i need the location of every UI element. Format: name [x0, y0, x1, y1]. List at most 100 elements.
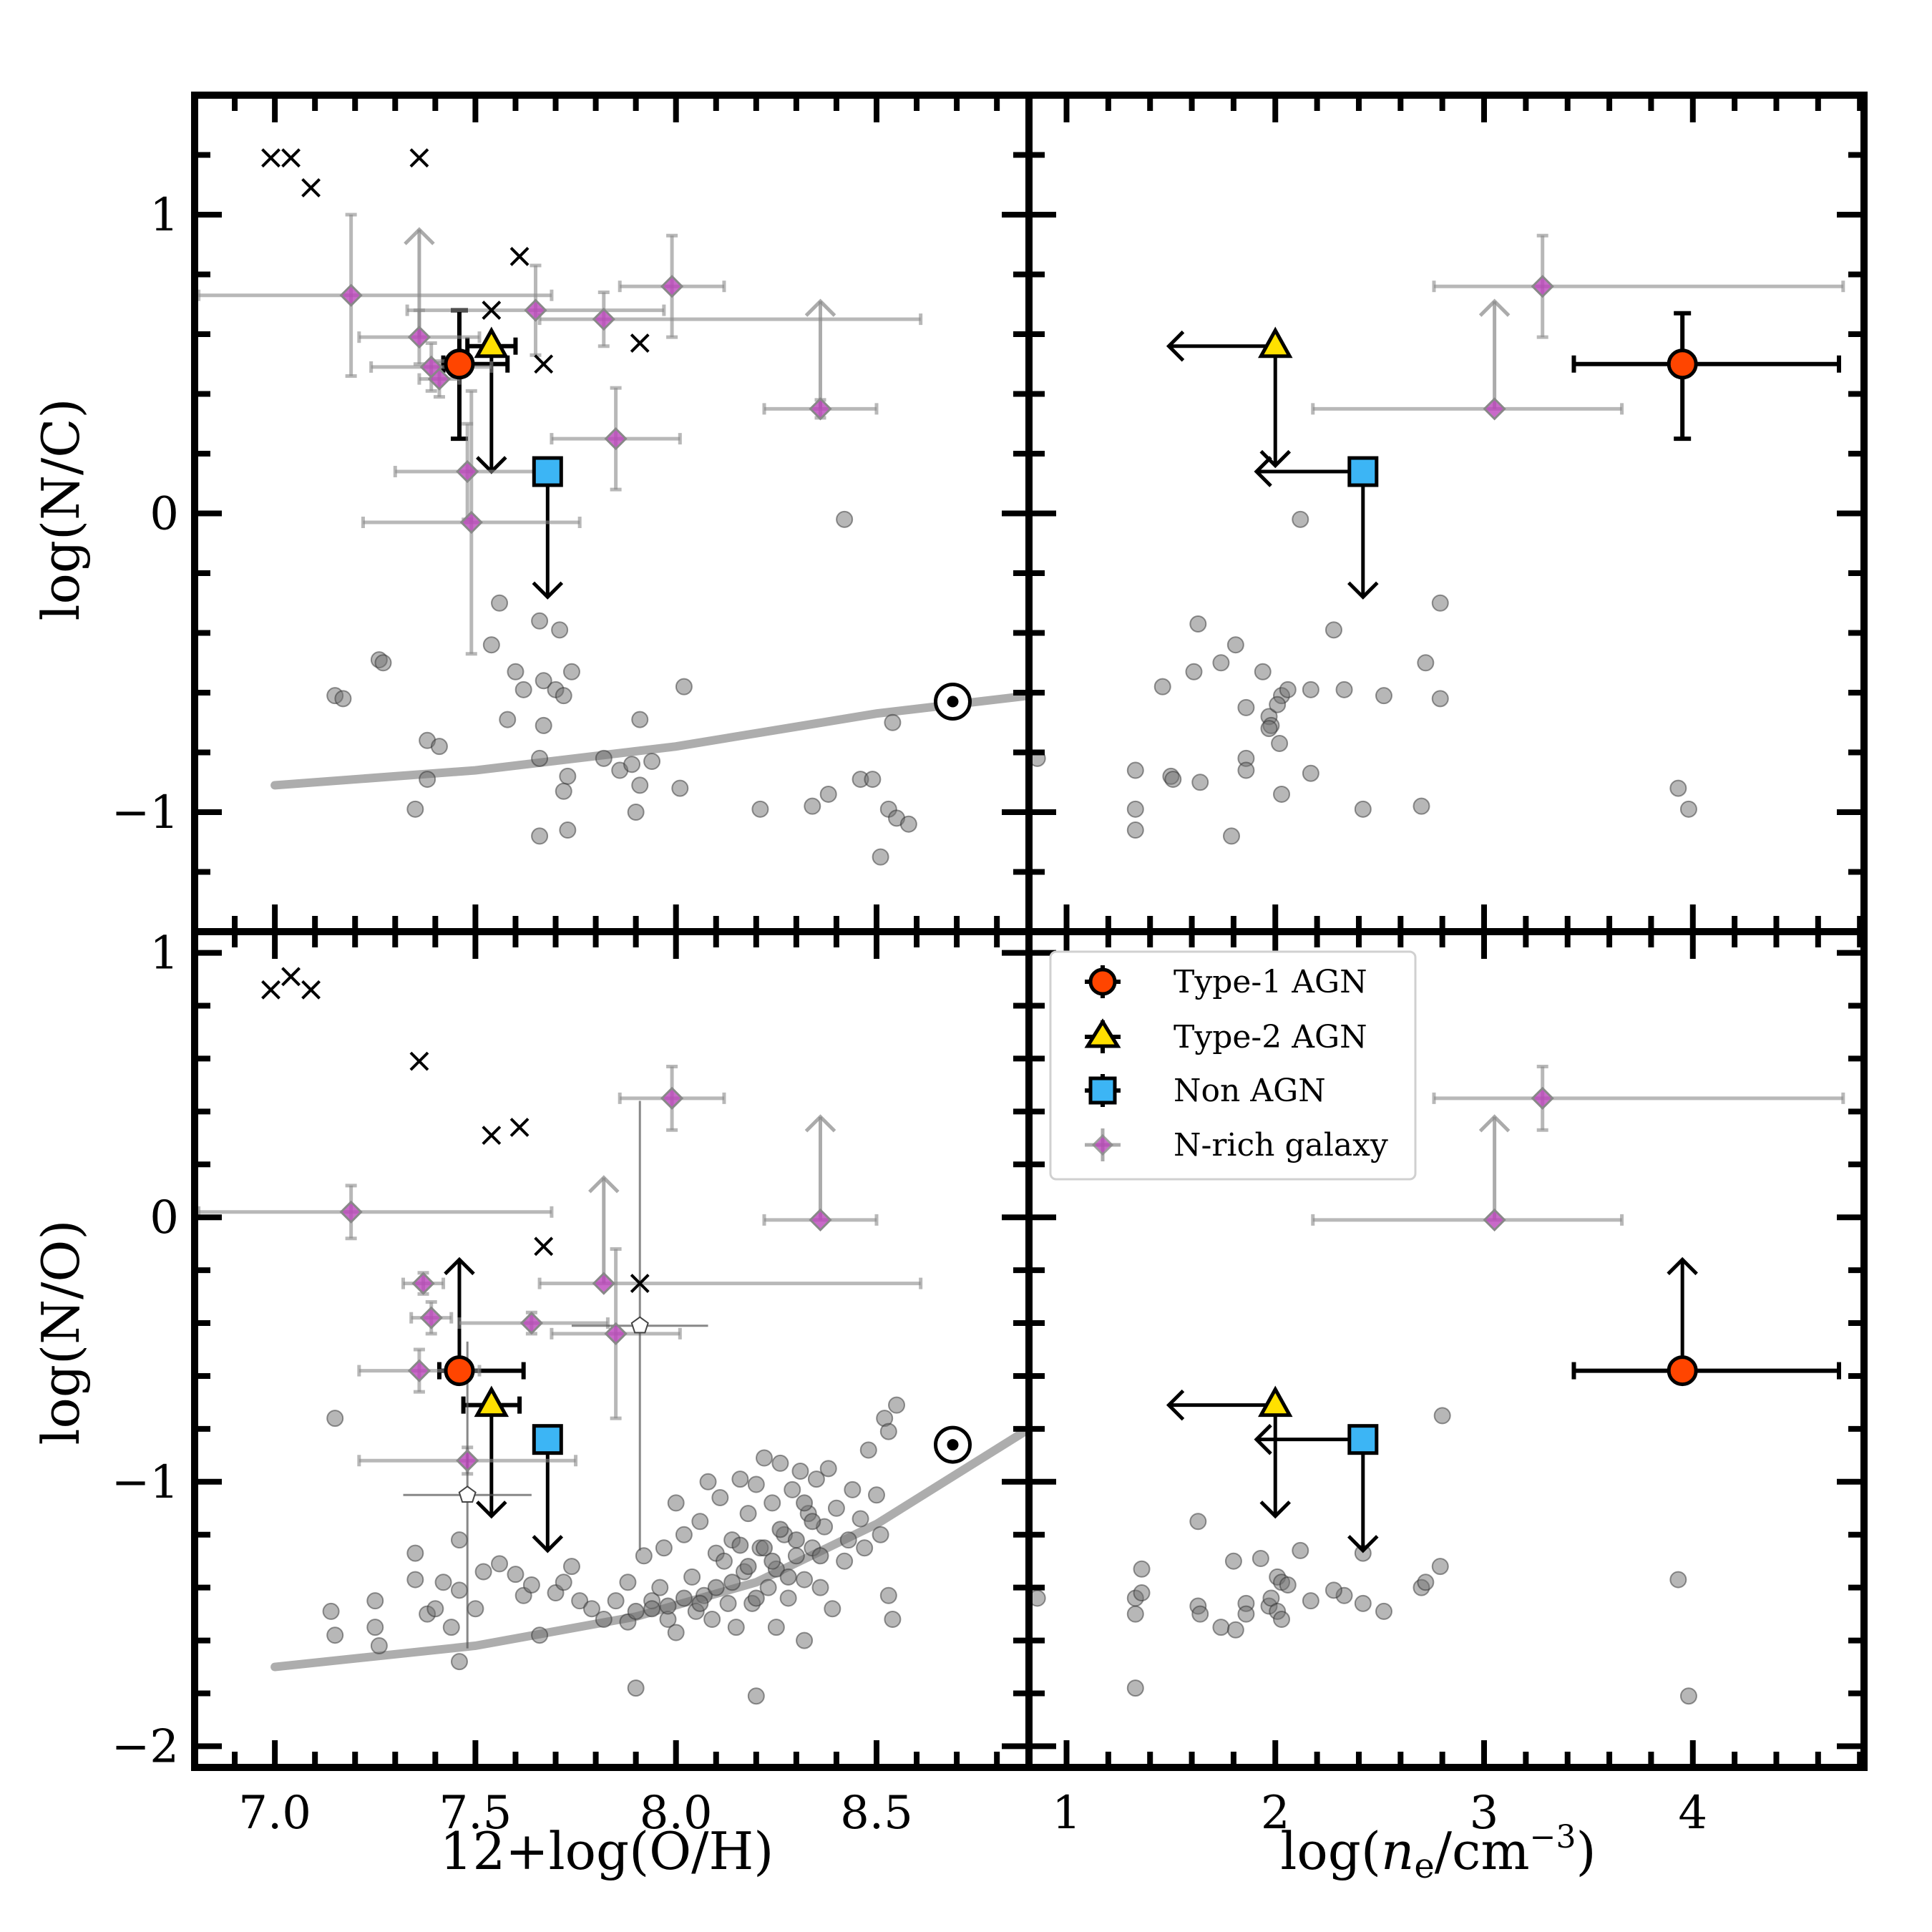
top-left-circle-grey-14-point [675, 678, 693, 696]
top-left-circle-grey-41-point [559, 821, 577, 839]
top-right-circle-grey-13-point [1417, 654, 1435, 672]
bottom-left-circle-grey-90-point [767, 1619, 785, 1636]
bottom-left-circle-grey-44-point [711, 1488, 729, 1506]
bottom-right-circle-grey-27-point [1212, 1619, 1230, 1636]
bottom-left-circle-grey-0-point [326, 1410, 344, 1428]
bottom-left-circle-grey-79-point [867, 1486, 885, 1504]
bottom-right-circle-grey-26-point [1191, 1605, 1209, 1623]
bottom-left-circle-grey-53-point [747, 1687, 765, 1705]
bottom-left-circle-grey-9-point [426, 1600, 444, 1618]
bottom-right-xtick-label-0: 1 [1052, 1787, 1081, 1840]
bottom-left-circle-grey-78-point [859, 1441, 877, 1459]
top-right-circle-grey-27-point [1191, 774, 1209, 791]
bottom-left-circle-grey-dense-13-point [691, 1594, 709, 1612]
bottom-left-circle-0-limit-arrowhead-0 [444, 1257, 475, 1276]
top-right-diamond-0-nrich-marker [1531, 275, 1554, 298]
top-left-circle-grey-25-point [559, 767, 577, 785]
bottom-left-circle-0-type1-marker [444, 1355, 475, 1387]
top-left-circle-grey-3-point [482, 636, 500, 654]
bottom-left-x-0-cross [261, 980, 280, 1000]
bottom-left-circle-grey-64-point [791, 1463, 809, 1480]
bottom-left-x-2-cross [301, 980, 321, 1000]
bottom-left-circle-grey-40-point [691, 1513, 709, 1531]
top-left-diamond-6-nrich-marker [660, 275, 684, 298]
top-left-circle-grey-34-point [819, 785, 837, 803]
bottom-left-circle-grey-68-point [807, 1470, 825, 1488]
x-axis-label-left: 12+log(O/H) [440, 1821, 774, 1881]
top-right-diamond-1-nrich-marker [1483, 397, 1506, 421]
bottom-right-circle-grey-24-point [1375, 1602, 1392, 1620]
bottom-right-xtick-label-1: 2 [1261, 1787, 1290, 1840]
bottom-left-triangle-0-type2-marker [474, 1385, 509, 1418]
bottom-left-circle-grey-73-point [836, 1552, 854, 1570]
top-right-circle-grey-33-point [1354, 800, 1372, 818]
markers-layer [261, 148, 1698, 1503]
top-left-ytick-label-1: 0 [150, 488, 179, 541]
bottom-left-circle-grey-dense-9-point [811, 1547, 829, 1565]
x-axis-label-right-open: log( [1280, 1821, 1381, 1881]
top-left-model-curve [270, 691, 1033, 790]
top-left-circle-grey-28-point [555, 782, 572, 800]
top-left-x-7-cross [630, 333, 650, 353]
bottom-left-circle-grey-30-point [619, 1574, 637, 1591]
bottom-left-circle-grey-82-point [879, 1423, 897, 1440]
x-axis-label-right-mid: /cm [1435, 1821, 1530, 1881]
bottom-left-circle-grey-15-point [467, 1600, 484, 1618]
bottom-right-circle-grey-28-point [1226, 1621, 1244, 1639]
top-left-circle-grey-15-point [499, 711, 517, 728]
bottom-left-circle-grey-47-point [727, 1619, 745, 1636]
top-left-circle-grey-17-point [631, 711, 649, 728]
bottom-right-circle-grey-29-point [1237, 1605, 1255, 1623]
top-left-diamond-1-limit-arrowhead-0 [404, 227, 435, 245]
top-right-circle-grey-24-point [1126, 761, 1144, 779]
top-left-x-5-cross [482, 301, 502, 321]
top-right-circle-grey-3-point [1212, 654, 1230, 672]
legend-type1-marker [1088, 967, 1117, 996]
top-right-circle-grey-34-point [1413, 797, 1430, 815]
bottom-left-circle-grey-23-point [555, 1574, 572, 1591]
bottom-right-axes-frame [1025, 928, 1868, 1771]
bottom-left-circle-grey-87-point [703, 1611, 721, 1629]
bottom-right-diamond-0-nrich-marker [1531, 1086, 1554, 1110]
bottom-left-circle-grey-11-point [450, 1531, 468, 1549]
top-right-circle-grey-29-point [1302, 764, 1319, 782]
top-left-circle-grey-8-point [562, 663, 580, 680]
top-left-diamond-0-nrich-marker [339, 283, 363, 307]
legend-nonagn-marker [1088, 1076, 1117, 1105]
top-left-circle-grey-44-point [836, 510, 854, 528]
top-left-circle-grey-5-point [374, 654, 392, 672]
legend-entry-nonagn: Non AGN [1085, 1073, 1326, 1109]
bottom-left-xtick-label-0: 7.0 [238, 1787, 311, 1840]
top-left-x-3-cross [409, 148, 429, 168]
legend-nrich-marker [1091, 1133, 1114, 1156]
top-left-circle-grey-2-point [551, 621, 569, 639]
legend-type2-marker [1084, 1018, 1121, 1048]
top-right-square-0-limit-arrowhead-1 [1347, 581, 1379, 600]
bottom-left-circle-grey-36-point [667, 1624, 685, 1641]
bottom-left-circle-grey-85-point [888, 1396, 906, 1414]
bottom-left-circle-grey-61-point [779, 1589, 797, 1607]
bottom-left-diamond-4-nrich-marker [519, 1311, 544, 1335]
top-right-circle-grey-4-point [1226, 636, 1244, 654]
bottom-left-circle-grey-84-point [884, 1611, 902, 1629]
curves-layer [270, 691, 1033, 1672]
top-right-circle-grey-5-point [1254, 663, 1272, 680]
y-axis-label-top: log(N/C) [31, 399, 91, 621]
y-axis-label-bottom: log(N/O) [31, 1220, 91, 1445]
bottom-left-circle-grey-55-point [756, 1449, 774, 1467]
bottom-right-circle-grey-3-point [1431, 1558, 1449, 1576]
bottom-left-xtick-label-1: 7.5 [439, 1787, 512, 1840]
bottom-left-diamond-5-nrich-marker [592, 1272, 615, 1295]
bottom-left-circle-grey-dense-17-point [627, 1602, 645, 1620]
tick-labels: −1 0 1 7.0 7.5 8.0 8.5 −2 −1 0 1 1 2 3 4 [112, 189, 1707, 1840]
bottom-left-circle-grey-48-point [731, 1470, 749, 1488]
bottom-right-circle-grey-32-point [1126, 1679, 1144, 1697]
top-left-x-1-cross [281, 148, 301, 168]
bottom-left-circle-grey-52-point [747, 1475, 765, 1493]
top-left-x-2-cross [301, 178, 321, 197]
x-axis-label-right-close: ) [1576, 1821, 1596, 1881]
top-left-square-0-nonagn-marker [532, 456, 563, 487]
x-axis-label-right-sup: −3 [1530, 1819, 1576, 1855]
top-left-sun-0-solar-dot [947, 696, 959, 708]
